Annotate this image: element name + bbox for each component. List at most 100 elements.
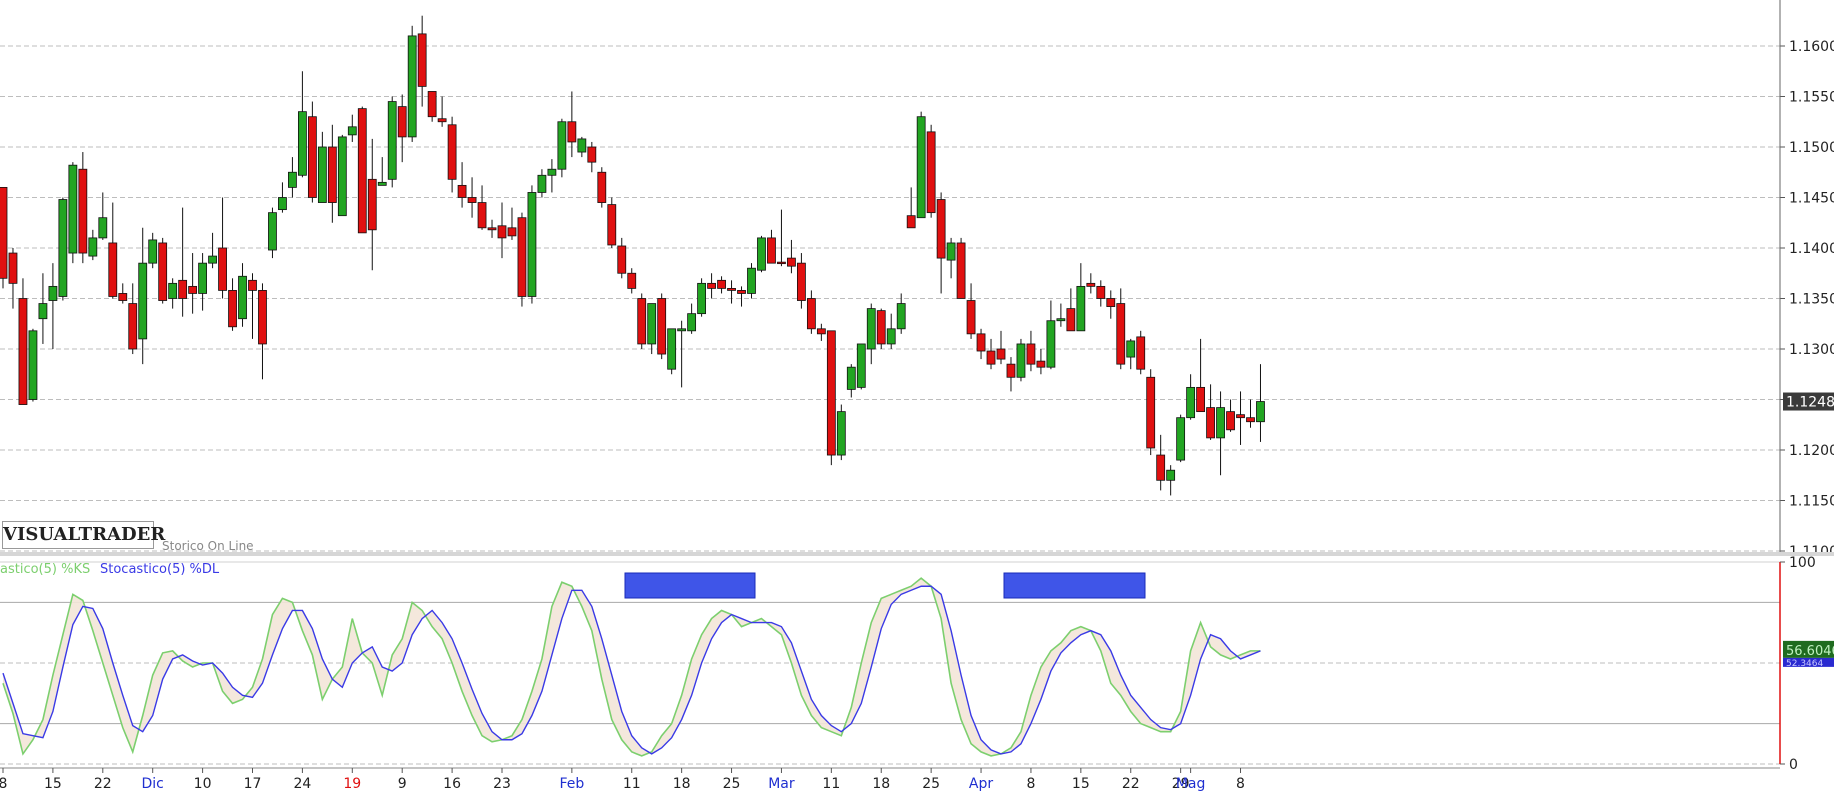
candle: [397, 94, 407, 163]
highlight-box: [1003, 572, 1146, 599]
stochastic-pane: 100 0 astico(5) %KS Stocastico(5) %DL 56.604…: [0, 555, 1834, 773]
candle: [437, 96, 447, 127]
candle: [737, 286, 746, 307]
x-tick-label: 10: [194, 776, 212, 792]
candle: [866, 303, 876, 365]
x-tick-label: 8: [1236, 776, 1245, 792]
candle: [1116, 288, 1126, 370]
candle: [1236, 391, 1245, 445]
x-tick-label: 8: [0, 776, 7, 792]
candle: [1196, 338, 1205, 413]
candle: [58, 197, 68, 301]
x-tick-label: 25: [922, 776, 940, 792]
candle: [28, 328, 38, 402]
candle: [747, 263, 756, 299]
candle: [78, 152, 88, 264]
x-tick-label: 22: [94, 776, 112, 792]
x-tick-label: 9: [398, 776, 407, 792]
candle: [1136, 330, 1146, 375]
candle: [627, 268, 637, 294]
price-tick-label: 1.14500: [1789, 191, 1834, 207]
price-badge: 1.12485: [1783, 392, 1834, 411]
candle: [288, 157, 297, 198]
candle: [178, 207, 188, 317]
candle: [238, 263, 247, 327]
candle: [268, 207, 277, 259]
x-tick-label: 29: [1172, 776, 1190, 792]
x-tick-label: Dic: [142, 776, 164, 792]
legend-d: Stocastico(5) %DL: [100, 562, 220, 577]
pane-separator: [0, 552, 1834, 556]
stoch-d-line: [2, 585, 1261, 755]
candle: [1186, 374, 1196, 420]
candle: [1066, 288, 1076, 332]
visualtrader-logo: VISUALTRADER: [2, 521, 165, 549]
candle: [327, 124, 337, 223]
candle: [487, 219, 497, 238]
storico-online-label: Storico On Line: [162, 539, 254, 553]
candle: [906, 187, 916, 229]
candle: [757, 235, 766, 273]
candle: [228, 278, 237, 331]
svg-text:56.6046: 56.6046: [1786, 644, 1834, 659]
stoch-tick-label: 0: [1789, 757, 1798, 773]
candle: [297, 71, 307, 178]
x-tick-label: 11: [623, 776, 641, 792]
candle: [527, 185, 537, 304]
candle: [976, 328, 986, 360]
candle: [1056, 303, 1066, 327]
candle: [0, 186, 8, 289]
stoch-k-badge: 56.6046: [1783, 640, 1834, 659]
candle: [856, 343, 866, 390]
price-tick-label: 1.15000: [1789, 140, 1834, 156]
candle: [607, 197, 617, 248]
candle: [218, 197, 227, 299]
candle: [1216, 391, 1225, 476]
candle: [8, 248, 18, 309]
price-tick-label: 1.14000: [1789, 241, 1834, 257]
candle: [467, 177, 477, 218]
candle: [457, 162, 467, 208]
x-tick-label: 17: [244, 776, 262, 792]
candle: [697, 278, 706, 317]
candle: [946, 237, 956, 279]
x-tick-label: Feb: [559, 776, 584, 792]
candle: [567, 91, 577, 158]
candle: [118, 283, 128, 304]
candle: [168, 278, 178, 309]
candle: [38, 273, 48, 344]
candle: [986, 338, 996, 370]
candle: [108, 202, 118, 299]
candle: [806, 290, 816, 334]
candle: [876, 308, 886, 349]
candle: [417, 15, 427, 107]
candle: [886, 313, 896, 349]
candle: [996, 330, 1006, 365]
candle: [617, 237, 627, 279]
x-tick-label: Mar: [768, 776, 795, 792]
candle: [657, 293, 667, 360]
candle: [687, 303, 697, 334]
candle: [836, 404, 846, 461]
candle: [1006, 357, 1016, 392]
x-tick-label: 15: [1072, 776, 1090, 792]
candle: [317, 131, 327, 203]
candle: [1156, 434, 1166, 491]
candle: [128, 283, 138, 355]
candle: [1256, 364, 1265, 442]
x-tick-label: 23: [493, 776, 511, 792]
x-tick-label: 25: [723, 776, 741, 792]
candle: [727, 280, 736, 304]
candle: [208, 232, 217, 269]
candle: [138, 227, 148, 365]
x-tick-label: 19: [343, 776, 361, 792]
candle: [1126, 338, 1136, 370]
candle: [148, 232, 158, 269]
candle: [1166, 465, 1176, 496]
candle: [1096, 280, 1106, 307]
candle: [647, 303, 657, 355]
candle: [777, 209, 786, 267]
candle: [557, 118, 567, 178]
